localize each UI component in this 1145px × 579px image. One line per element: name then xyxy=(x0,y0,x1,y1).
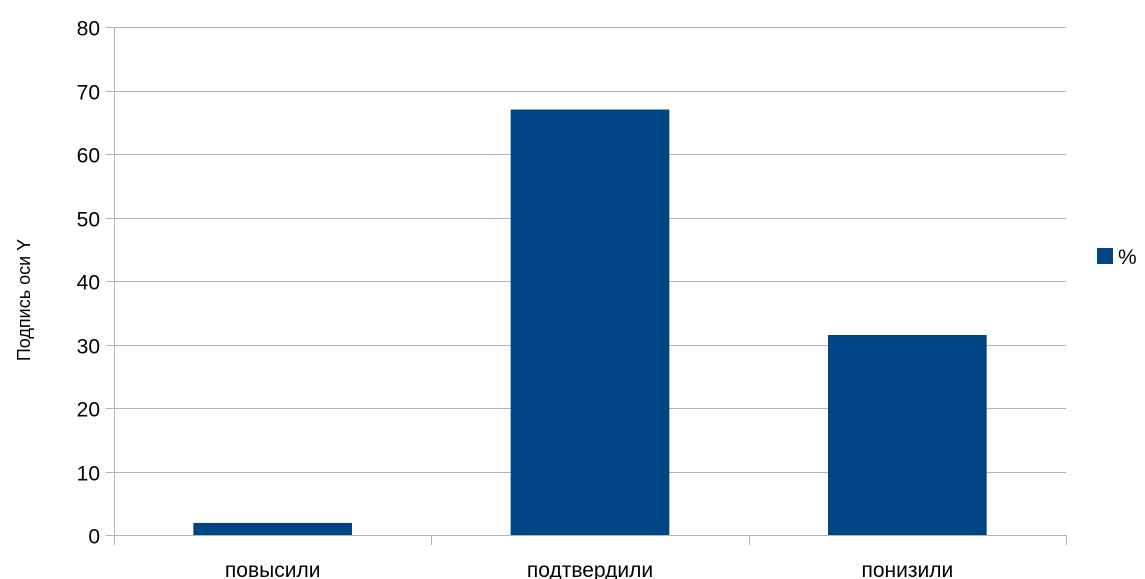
x-tick-labels: повысили подтвердили понизили xyxy=(225,559,953,579)
x-tick-label: понизили xyxy=(861,559,953,579)
y-tick-label: 60 xyxy=(77,145,100,168)
legend-swatch xyxy=(1097,248,1113,264)
legend-label: % xyxy=(1118,246,1137,269)
y-axis-title: Подпись оси Y xyxy=(14,239,34,361)
bars xyxy=(193,109,987,536)
x-tick-label: подтвердили xyxy=(527,559,653,579)
x-tick-label: повысили xyxy=(225,559,321,579)
y-tick-label: 10 xyxy=(77,463,100,486)
axes xyxy=(106,27,1067,545)
y-tick-label: 70 xyxy=(77,82,100,105)
y-tick-label: 0 xyxy=(88,526,100,549)
bar-2 xyxy=(828,334,987,535)
bar-0 xyxy=(193,522,352,535)
y-tick-label: 20 xyxy=(77,399,100,422)
y-tick-labels: 0 10 20 30 40 50 60 70 80 xyxy=(77,18,100,549)
legend: % xyxy=(1097,246,1137,269)
y-tick-label: 50 xyxy=(77,209,100,232)
y-tick-label: 40 xyxy=(77,272,100,295)
y-tick-label: 80 xyxy=(77,18,100,41)
bar-1 xyxy=(510,109,670,536)
y-tick-label: 30 xyxy=(77,336,100,359)
